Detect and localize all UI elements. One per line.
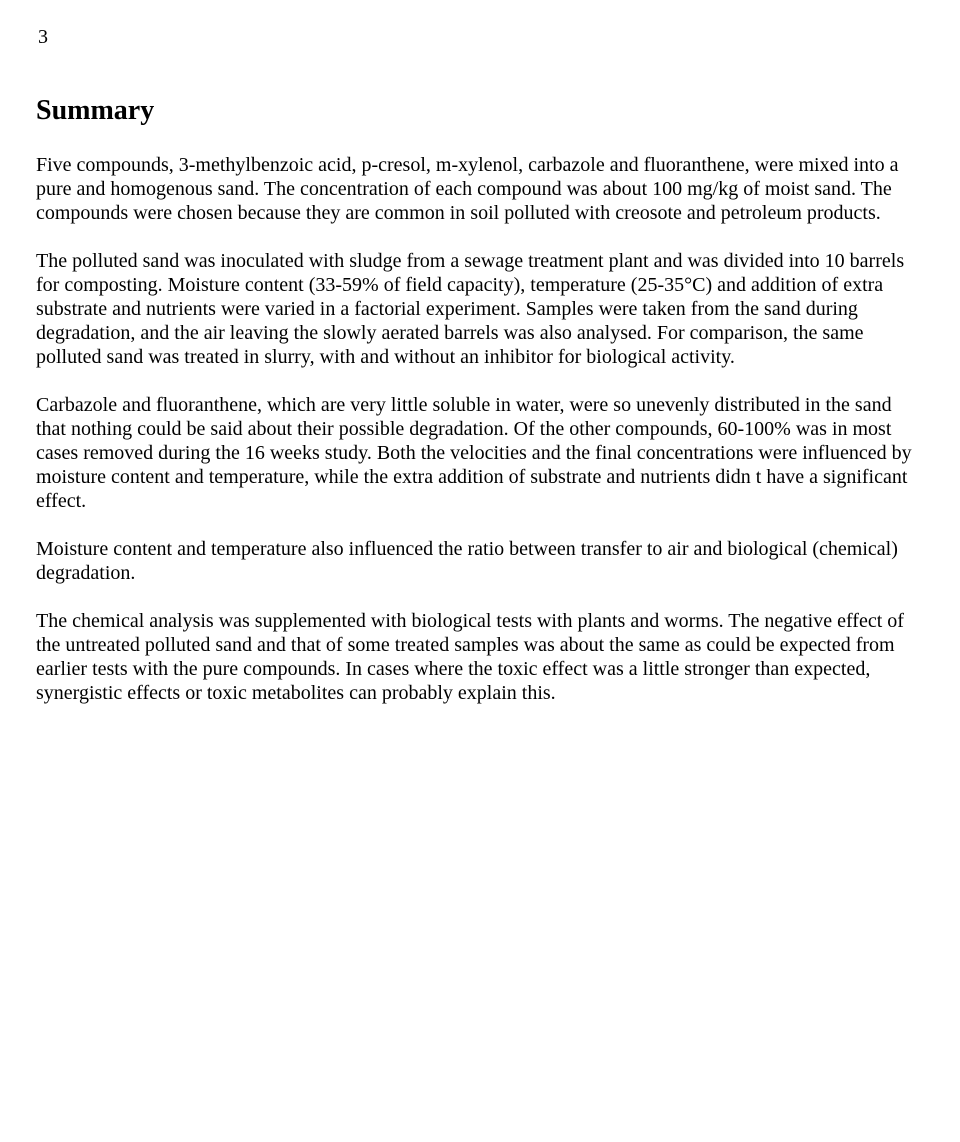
paragraph-1: Five compounds, 3-methylbenzoic acid, p-…: [36, 153, 924, 225]
page-number: 3: [38, 26, 924, 49]
summary-heading: Summary: [36, 95, 924, 127]
paragraph-5: The chemical analysis was supplemented w…: [36, 609, 924, 705]
paragraph-4: Moisture content and temperature also in…: [36, 537, 924, 585]
paragraph-3: Carbazole and fluoranthene, which are ve…: [36, 393, 924, 513]
paragraph-2: The polluted sand was inoculated with sl…: [36, 249, 924, 369]
